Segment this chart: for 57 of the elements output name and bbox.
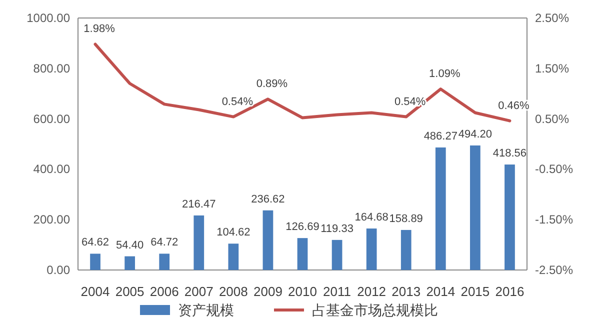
x-tick-label: 2011 <box>323 284 352 299</box>
y2-tick-label: -0.50% <box>535 162 574 176</box>
y2-tick-label: 2.50% <box>535 11 570 25</box>
x-tick-label: 2005 <box>115 284 144 299</box>
data-label: 164.68 <box>354 212 388 224</box>
bar <box>297 238 308 270</box>
data-label: 418.56 <box>492 148 527 160</box>
bar <box>332 240 342 270</box>
y-tick-label: 200.00 <box>33 212 70 227</box>
y-tick-label: 400.00 <box>33 162 70 176</box>
bar <box>194 215 204 270</box>
bar <box>504 164 515 270</box>
y2-tick-label: -2.50% <box>535 263 574 277</box>
y-tick-label: 1000.00 <box>26 11 70 25</box>
x-tick-label: 2007 <box>184 284 214 299</box>
legend-label: 占基金市场总规模比 <box>312 302 438 318</box>
data-label: 1.98% <box>84 23 116 36</box>
data-label: 119.33 <box>320 222 354 235</box>
x-tick-label: 2008 <box>218 284 248 299</box>
x-tick-label: 2009 <box>254 284 282 299</box>
data-label: 54.40 <box>116 239 144 252</box>
bar <box>366 228 377 270</box>
data-label: 0.89% <box>256 78 288 90</box>
data-label: 126.69 <box>286 221 320 234</box>
x-tick-label: 2006 <box>150 284 179 299</box>
data-label: 236.62 <box>251 193 285 206</box>
y2-tick-label: 1.50% <box>535 61 570 76</box>
x-tick-label: 2004 <box>80 284 110 299</box>
y-tick-label: 600.00 <box>33 112 70 126</box>
bar <box>262 210 274 270</box>
y-tick-label: 0.00 <box>46 263 70 277</box>
x-tick-label: 2013 <box>392 284 421 299</box>
bar <box>228 244 239 270</box>
x-tick-label: 2014 <box>426 284 456 299</box>
bar <box>400 230 412 270</box>
x-tick-label: 2016 <box>495 284 524 299</box>
y2-tick-label: -1.50% <box>535 212 574 227</box>
bar <box>124 256 135 270</box>
bar <box>90 254 100 270</box>
x-tick-label: 2010 <box>288 284 317 299</box>
data-label: 104.62 <box>216 226 250 239</box>
data-label: 64.62 <box>82 236 110 249</box>
data-label: 486.27 <box>424 130 458 142</box>
legend-label: 资产规模 <box>178 302 234 318</box>
y-tick-label: 800.00 <box>33 61 70 76</box>
data-label: 1.09% <box>429 68 460 80</box>
bar <box>470 145 480 270</box>
data-label: 0.54% <box>222 96 254 108</box>
bar <box>159 254 170 270</box>
bar <box>435 147 446 270</box>
x-tick-label: 2012 <box>357 284 386 299</box>
data-label: 494.20 <box>458 128 492 140</box>
data-label: 216.47 <box>182 198 216 210</box>
x-tick-label: 2015 <box>460 284 490 299</box>
data-label: 64.72 <box>150 236 178 249</box>
data-label: 158.89 <box>389 212 423 225</box>
y2-tick-label: 0.50% <box>535 112 570 126</box>
